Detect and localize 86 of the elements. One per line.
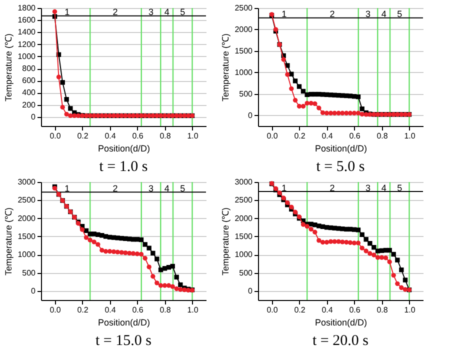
x-axis-title: Position(d/D) (314, 144, 368, 154)
y-tick-label: 1500 (18, 232, 36, 241)
annotation: 5 (180, 184, 186, 194)
x-tick-label: 0.4 (322, 306, 334, 314)
x-axis-title: Position(d/D) (314, 318, 368, 328)
y-tick-label: 600 (22, 76, 36, 86)
y-tick-label: 1800 (18, 4, 36, 12)
annotation: 2 (112, 7, 118, 18)
y-tick-label: 2500 (18, 196, 36, 205)
x-tick-label: 0.2 (294, 132, 306, 140)
y-tick-label: 3000 (18, 178, 36, 186)
x-tick-label: 0.2 (77, 306, 89, 314)
y-tick-label: 0 (248, 110, 254, 120)
x-tick-label: 0.0 (50, 132, 62, 140)
y-tick-label: 0 (31, 286, 36, 296)
y-tick-label: 2000 (234, 24, 254, 34)
y-tick-label: 1000 (18, 52, 36, 61)
annotation: 1 (282, 9, 287, 20)
x-axis-title: Position(d/D) (98, 318, 150, 328)
annotation: 5 (397, 182, 402, 193)
y-tick-label: 400 (22, 88, 36, 98)
x-tick-label: 0.8 (160, 132, 172, 140)
x-tick-label: 1.0 (404, 306, 416, 314)
text: t = 20.0 s (312, 333, 369, 349)
x-axis-title: Position(d/D) (98, 144, 150, 154)
annotation: 2 (330, 9, 335, 20)
annotation: 4 (381, 9, 386, 20)
x-tick-label: 1.0 (187, 132, 199, 140)
x-tick-label: 0.4 (104, 306, 116, 314)
y-tick-label: 2000 (18, 214, 36, 223)
y-tick-label: 0 (31, 112, 36, 122)
annotation: 4 (164, 7, 170, 18)
y-tick-label: 1200 (18, 40, 36, 49)
x-tick-label: 0.6 (132, 306, 144, 314)
x-tick-label: 0.8 (376, 306, 388, 314)
y-tick-label: 3000 (234, 178, 254, 186)
y-axis-title: Temperature (℃) (4, 33, 14, 102)
y-axis-title: Temperature (℃) (4, 207, 14, 276)
x-tick-label: 0.0 (50, 306, 62, 314)
x-tick-label: 1.0 (404, 132, 416, 140)
x-tick-label: 1.0 (187, 306, 199, 314)
y-tick-label: 1500 (234, 46, 254, 56)
annotation: 4 (381, 182, 386, 193)
y-tick-label: 2500 (234, 4, 254, 12)
y-axis-title: Temperature (℃) (220, 33, 231, 102)
y-tick-label: 1000 (234, 68, 254, 77)
x-tick-label: 0.4 (104, 132, 116, 140)
annotation: 3 (148, 184, 154, 194)
y-tick-label: 500 (239, 89, 254, 98)
y-tick-label: 1400 (18, 28, 36, 37)
y-tick-label: 800 (22, 64, 36, 74)
annotation: 1 (64, 184, 70, 194)
annotation: 2 (330, 182, 335, 193)
x-tick-label: 0.8 (160, 306, 172, 314)
y-tick-label: 0 (248, 286, 254, 296)
y-tick-label: 1500 (234, 232, 254, 241)
annotation: 3 (365, 182, 371, 193)
y-tick-label: 1000 (18, 250, 36, 260)
x-tick-label: 0.0 (266, 306, 278, 314)
annotation: 1 (64, 7, 70, 18)
annotation: 1 (282, 182, 287, 193)
y-axis-title: Temperature (℃) (220, 207, 231, 276)
y-tick-label: 1000 (234, 250, 254, 260)
text: t = 15.0 s (96, 333, 152, 349)
y-tick-label: 1600 (18, 16, 36, 25)
x-tick-label: 0.6 (349, 132, 361, 140)
x-tick-label: 0.0 (266, 132, 278, 140)
x-tick-label: 0.6 (132, 132, 144, 140)
annotation: 5 (180, 7, 186, 18)
annotation: 5 (397, 9, 402, 20)
annotation: 4 (164, 184, 170, 194)
y-tick-label: 200 (22, 100, 36, 110)
y-tick-label: 500 (22, 268, 36, 278)
text: t = 5.0 s (316, 159, 365, 175)
x-tick-label: 0.4 (322, 132, 334, 140)
x-tick-label: 0.2 (77, 132, 89, 140)
x-tick-label: 0.8 (376, 132, 388, 140)
y-tick-label: 500 (239, 268, 254, 278)
annotation: 3 (365, 9, 371, 20)
text: t = 1.0 s (99, 159, 148, 175)
x-tick-label: 0.2 (294, 306, 306, 314)
y-tick-label: 2500 (234, 196, 254, 205)
x-tick-label: 0.6 (349, 306, 361, 314)
annotation: 2 (112, 184, 118, 194)
y-tick-label: 2000 (234, 214, 254, 223)
annotation: 3 (148, 7, 154, 18)
